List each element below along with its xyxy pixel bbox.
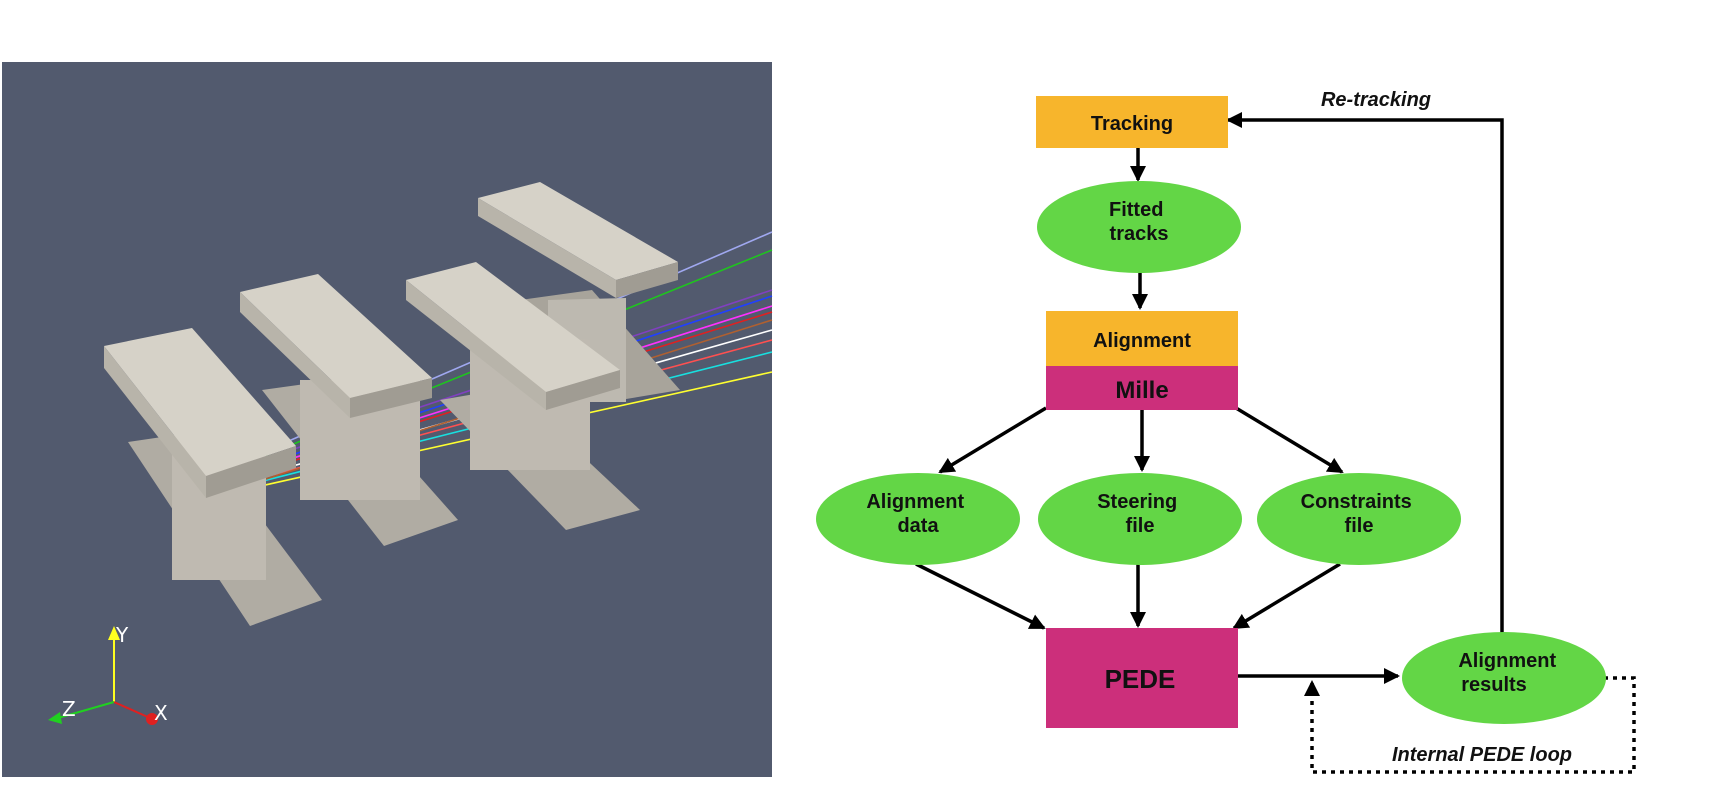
arrow-retracking [1226,112,1504,634]
arrow-data-to-pede [915,562,1046,630]
constraints-file-label: Constraints file [1301,491,1418,537]
connectors [915,112,1636,774]
tracking-box [1036,96,1228,148]
arrow-mille-to-constraints [1235,406,1344,474]
alignment-data-label: Alignment data [866,491,969,537]
pede-label: PEDE [1105,664,1176,694]
axis-label-z: Z [62,697,76,721]
detector-module [240,274,458,546]
steering-file-label: Steering file [1097,491,1183,537]
internal-pede-loop-label: Internal PEDE loop [1392,744,1572,766]
alignment-label: Alignment [1093,330,1191,352]
alignment-box [1046,311,1238,366]
constraints-file-ellipse [1257,473,1461,565]
orientation-axes: Y Z X [48,623,168,725]
detector-module [104,328,322,626]
steering-file-ellipse [1038,473,1242,565]
detector-modules [104,182,680,626]
arrow-internal-pede-loop [1304,676,1636,774]
axis-label-y: Y [115,623,129,647]
alignment-results-label: Alignment results [1458,650,1561,696]
axis-label-x: X [154,701,168,725]
detector-module [406,262,640,530]
mille-label: Mille [1115,377,1168,404]
mille-box [1046,366,1238,410]
retracking-label: Re-tracking [1321,89,1431,111]
arrow-constraints-to-pede [1232,562,1341,630]
alignment-results-ellipse [1402,632,1606,724]
fitted-tracks-ellipse [1037,181,1241,273]
pede-box [1046,628,1238,728]
arrow-mille-to-data [938,406,1047,474]
alignment-data-ellipse [816,473,1020,565]
tracking-label: Tracking [1091,113,1173,135]
fitted-tracks-label: Fitted tracks [1109,199,1169,245]
